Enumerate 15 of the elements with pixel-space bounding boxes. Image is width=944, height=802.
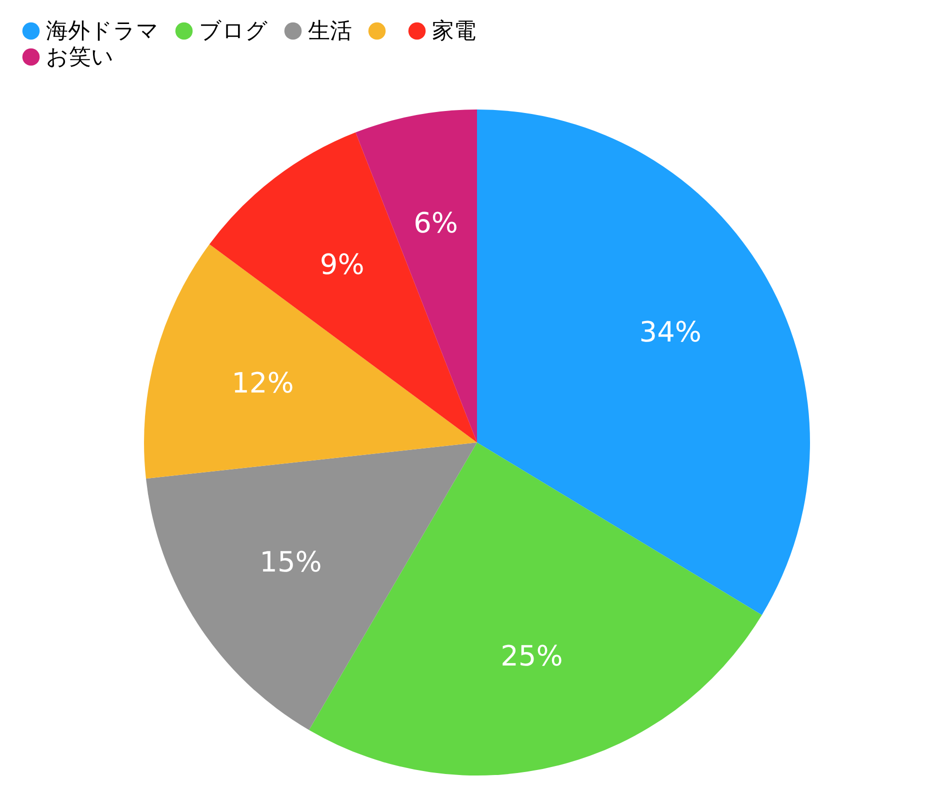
data-label: 6% (414, 206, 458, 240)
pie-slice (144, 244, 477, 479)
data-label: 25% (500, 640, 563, 673)
data-label: 9% (320, 248, 364, 282)
legend-label: ブログ (199, 19, 268, 44)
legend-label: お笑い (46, 45, 114, 70)
pie-slice (209, 132, 477, 442)
data-label: 34% (639, 316, 702, 348)
data-label: 15% (260, 545, 322, 578)
data-label: 12% (232, 366, 294, 400)
pie-slice (477, 110, 810, 615)
legend-label: 海外ドラマ (46, 19, 159, 44)
legend-label: 家電 (432, 19, 476, 44)
pie-slice (146, 442, 477, 730)
legend-label: 生活 (308, 19, 352, 44)
